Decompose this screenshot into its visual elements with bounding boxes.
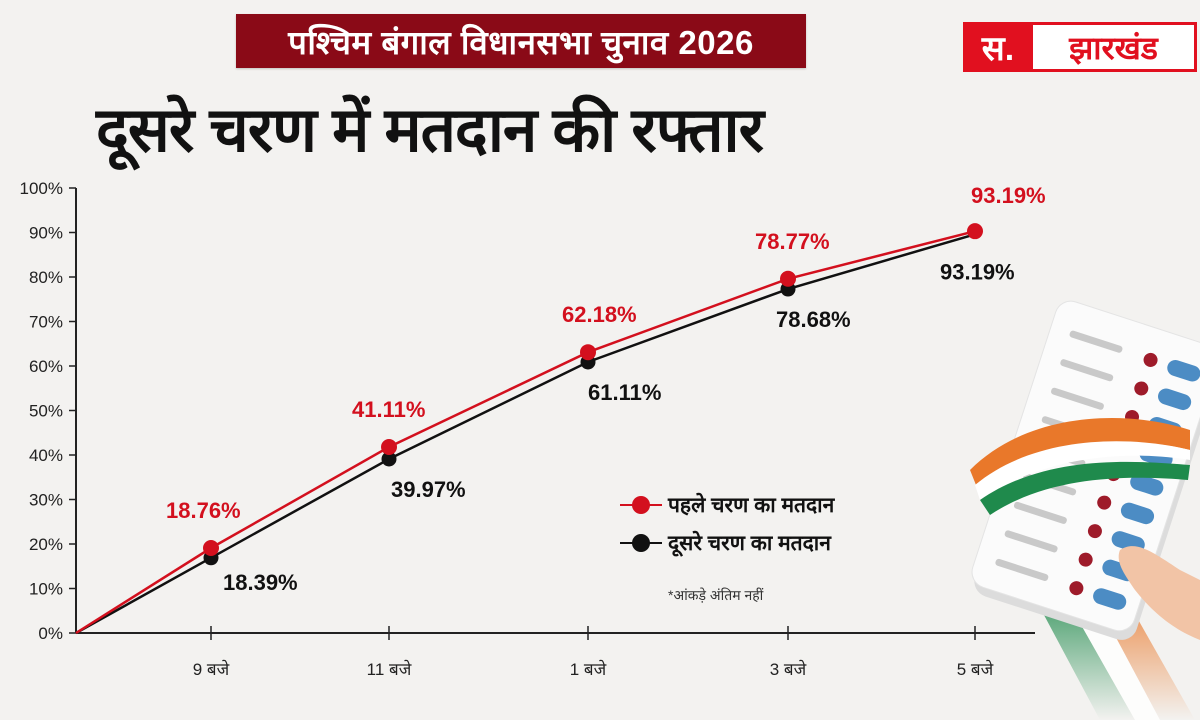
y-tick-label: 40% xyxy=(29,446,63,465)
evm-button-icon xyxy=(1120,502,1155,525)
data-point-phase1 xyxy=(967,223,983,240)
data-label-phase2: 93.19% xyxy=(940,259,1015,284)
y-tick-label: 30% xyxy=(29,491,63,510)
data-label-phase1: 18.76% xyxy=(166,498,241,523)
y-tick-label: 0% xyxy=(38,624,63,643)
logo-prefix: स. xyxy=(981,30,1015,68)
evm-light-icon xyxy=(1069,581,1084,596)
logo-name: झारखंड xyxy=(1033,25,1194,69)
series-line-phase1 xyxy=(75,229,976,635)
chart-legend: पहले चरण का मतदान दूसरे चरण का मतदान xyxy=(620,486,834,562)
banner-title: पश्चिम बंगाल विधानसभा चुनाव 2026 xyxy=(288,23,754,61)
data-label-phase2: 61.11% xyxy=(588,380,661,405)
evm-slot-icon xyxy=(1060,359,1114,382)
x-tick-label: 9 बजे xyxy=(193,659,230,679)
y-tick-label: 20% xyxy=(29,535,63,554)
data-disclaimer: *आंकड़े अंतिम नहीं xyxy=(668,587,764,603)
evm-slot-icon xyxy=(1051,387,1104,410)
legend-label: पहले चरण का मतदान xyxy=(668,494,835,517)
legend-label: दूसरे चरण का मतदान xyxy=(668,532,831,555)
y-axis-ticks: 0% 10% 20% 30% 40% 50% 60% 70% 80% 90% 100% xyxy=(20,179,76,643)
chart-series xyxy=(75,223,983,635)
data-label-phase2: 78.68% xyxy=(776,307,851,332)
y-tick-label: 80% xyxy=(29,268,63,287)
y-tick-label: 70% xyxy=(29,313,63,332)
x-tick-label: 1 बजे xyxy=(570,659,607,679)
evm-slot-icon xyxy=(1069,330,1123,353)
data-label-phase1: 41.11% xyxy=(352,397,425,422)
headline-text: दूसरे चरण में मतदान की रफ्तार xyxy=(96,96,764,165)
evm-illustration-icon xyxy=(970,300,1200,720)
data-labels: 18.76% 41.11% 62.18% 78.77% 93.19% 18.39% 39.9… xyxy=(166,183,1046,595)
data-label-phase2: 39.97% xyxy=(391,477,466,502)
data-point-phase1 xyxy=(580,344,596,361)
x-tick-label: 3 बजे xyxy=(770,659,807,679)
legend-item-phase1: पहले चरण का मतदान xyxy=(620,486,834,524)
data-label-phase1: 93.19% xyxy=(971,183,1046,208)
evm-button-icon xyxy=(1167,359,1200,382)
data-point-phase1 xyxy=(203,540,219,557)
evm-slot-icon xyxy=(995,558,1049,581)
data-point-phase1 xyxy=(780,270,796,287)
x-axis-ticks: 9 बजे 11 बजे 1 बजे 3 बजे 5 बजे xyxy=(193,626,994,679)
x-tick-label: 5 बजे xyxy=(957,659,994,679)
evm-button-icon xyxy=(1158,388,1192,411)
y-tick-label: 100% xyxy=(20,179,63,198)
y-tick-label: 10% xyxy=(29,580,63,599)
y-tick-label: 90% xyxy=(29,224,63,243)
evm-button-icon xyxy=(1093,588,1127,610)
evm-light-icon xyxy=(1078,552,1093,567)
evm-light-icon xyxy=(1097,495,1112,510)
legend-marker-black-icon xyxy=(620,533,662,553)
y-tick-label: 60% xyxy=(29,357,63,376)
x-tick-label: 11 बजे xyxy=(367,659,412,679)
legend-marker-red-icon xyxy=(620,495,662,515)
data-point-phase1 xyxy=(381,438,397,455)
page-title: दूसरे चरण में मतदान की रफ्तार xyxy=(96,88,976,168)
legend-item-phase2: दूसरे चरण का मतदान xyxy=(620,524,834,562)
evm-button-icon xyxy=(1130,474,1164,496)
data-label-phase1: 62.18% xyxy=(562,302,637,327)
evm-light-icon xyxy=(1143,352,1158,367)
series-line-phase2 xyxy=(75,233,976,635)
data-point-phase2 xyxy=(381,451,397,467)
evm-light-icon xyxy=(1087,524,1102,539)
evm-slot-icon xyxy=(1004,530,1058,553)
data-label-phase2: 18.39% xyxy=(223,570,298,595)
header-banner: पश्चिम बंगाल विधानसभा चुनाव 2026 xyxy=(236,14,806,68)
y-tick-label: 50% xyxy=(29,402,63,421)
data-label-phase1: 78.77% xyxy=(755,229,830,254)
evm-light-icon xyxy=(1134,381,1149,396)
chart-axes xyxy=(75,188,1035,634)
publisher-logo[interactable]: स. झारखंड xyxy=(963,22,1197,72)
evm-slot-icon xyxy=(1013,501,1067,524)
